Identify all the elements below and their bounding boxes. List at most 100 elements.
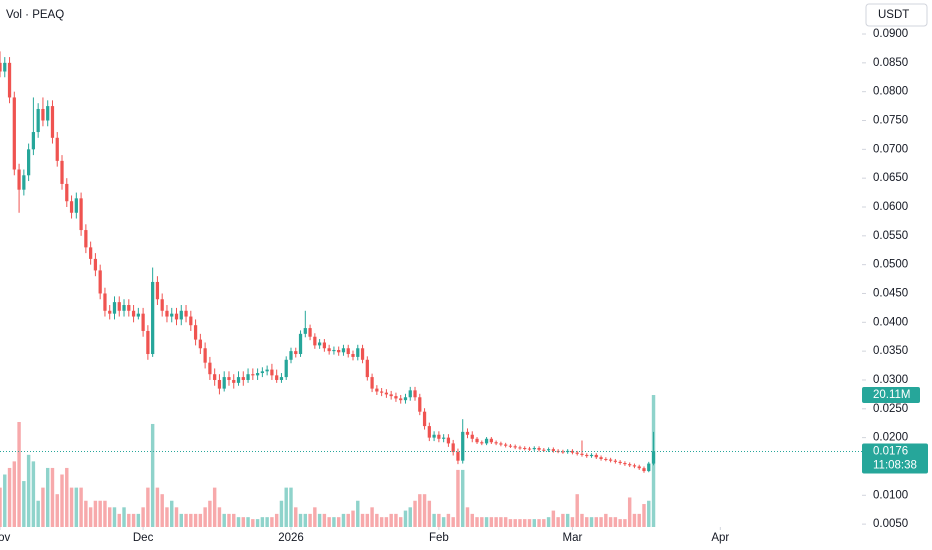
- volume-bar: [379, 517, 384, 527]
- candle-body: [155, 281, 160, 300]
- y-tick-label: 0.0100: [873, 489, 908, 501]
- candle-body: [0, 62, 2, 72]
- candle-body: [17, 169, 21, 190]
- candle-body: [499, 443, 503, 445]
- volume-bar: [289, 487, 293, 527]
- volume-bar: [227, 513, 231, 527]
- candle-body: [518, 447, 522, 449]
- volume-bars: [0, 395, 656, 527]
- volume-bar: [465, 507, 470, 527]
- candle-body: [375, 388, 379, 392]
- volume-bar: [346, 513, 350, 527]
- volume-bar: [503, 517, 508, 527]
- volume-tag-label: 20.11M: [873, 389, 911, 401]
- volume-bar: [298, 513, 303, 527]
- volume-bar: [60, 474, 64, 527]
- currency-box[interactable]: [865, 3, 928, 27]
- candle-body: [270, 369, 274, 376]
- volume-bar: [551, 510, 556, 527]
- candle-body: [651, 451, 656, 464]
- candle-body: [537, 448, 541, 450]
- volume-bar: [284, 487, 288, 527]
- volume-bar: [623, 519, 627, 527]
- volume-bar: [22, 481, 26, 527]
- candle-body: [599, 457, 603, 459]
- candle-body: [213, 374, 217, 380]
- candle-body: [384, 392, 389, 395]
- volume-bar: [317, 513, 322, 527]
- volume-bar: [17, 421, 21, 527]
- volume-bar: [613, 517, 618, 527]
- candle-body: [141, 313, 145, 331]
- candle-body: [589, 454, 594, 457]
- y-tick-label: 0.0200: [873, 432, 908, 444]
- volume-bar: [131, 513, 136, 527]
- volume-bar: [537, 519, 541, 527]
- volume-bar: [332, 517, 336, 527]
- volume-bar: [184, 513, 188, 527]
- volume-bar: [26, 454, 31, 527]
- volume-bar: [432, 513, 436, 527]
- candle-body: [317, 342, 322, 346]
- candle-body: [136, 313, 140, 317]
- candle-body: [356, 348, 360, 357]
- volume-bar: [637, 513, 641, 527]
- candle-body: [198, 339, 202, 349]
- candle-body: [623, 462, 627, 465]
- volume-bar: [55, 494, 59, 527]
- x-tick-label: 2026: [278, 532, 304, 544]
- volume-bar: [69, 487, 74, 527]
- volume-bar: [308, 513, 312, 527]
- volume-bar: [580, 513, 584, 527]
- volume-bar: [456, 469, 460, 527]
- volume-bar: [527, 519, 532, 527]
- volume-bar: [513, 519, 517, 527]
- candle-body: [165, 310, 169, 317]
- volume-bar: [136, 513, 141, 527]
- volume-bar: [12, 461, 17, 527]
- candle-body: [251, 374, 255, 376]
- volume-bar: [179, 513, 183, 527]
- candle-body: [585, 454, 589, 457]
- volume-bar: [375, 513, 379, 527]
- volume-bar: [65, 467, 69, 527]
- volume-bar: [236, 517, 241, 527]
- volume-bar: [174, 507, 179, 527]
- volume-bar: [146, 487, 150, 527]
- candle-body: [389, 394, 393, 397]
- volume-bar: [193, 513, 198, 527]
- candle-body: [117, 302, 121, 311]
- candle-body: [236, 377, 241, 383]
- candle-body: [265, 369, 269, 372]
- candle-body: [122, 305, 126, 311]
- volume-bar: [398, 517, 403, 527]
- currency[interactable]: USDT: [878, 9, 909, 21]
- candle-body: [232, 379, 236, 383]
- volume-bar: [265, 517, 269, 527]
- volume-bar: [523, 519, 527, 527]
- volume-bar: [313, 507, 317, 527]
- candle-body: [222, 377, 226, 389]
- volume-bar: [217, 507, 222, 527]
- y-tick-label: 0.0550: [873, 230, 908, 242]
- volume-bar: [165, 507, 169, 527]
- volume-bar: [351, 510, 355, 527]
- volume-bar: [0, 487, 2, 527]
- y-tick-label: 0.0400: [873, 316, 908, 328]
- candle-body: [341, 348, 346, 353]
- candle-body: [437, 434, 441, 439]
- candle-body: [594, 454, 598, 458]
- volume-bar: [427, 500, 432, 527]
- volume-bar: [422, 494, 427, 527]
- volume-bar: [36, 500, 40, 527]
- candle-body: [332, 349, 336, 352]
- candle-body: [108, 310, 112, 314]
- volume-bar: [103, 500, 107, 527]
- volume-bar: [45, 467, 50, 527]
- x-tick-label: Mar: [563, 532, 583, 544]
- volume-bar: [389, 513, 393, 527]
- candle-body: [508, 445, 513, 447]
- volume-bar: [470, 513, 474, 527]
- candle-body: [203, 348, 207, 363]
